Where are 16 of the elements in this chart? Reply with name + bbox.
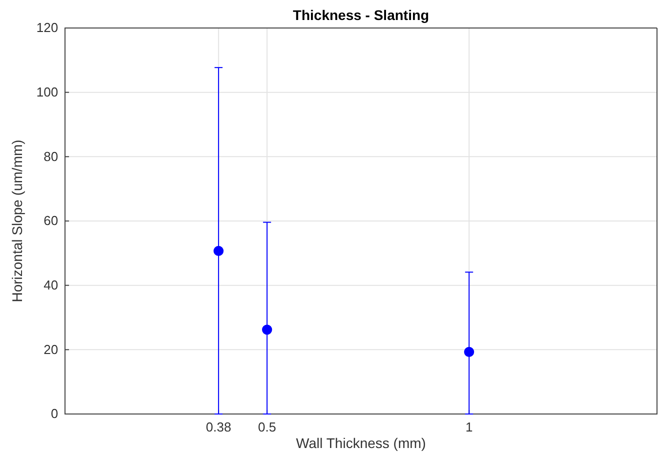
y-tick-label: 80 [44,148,58,164]
y-tick-label: 100 [36,84,58,100]
point [464,346,474,357]
x-tick-label: 1 [465,419,473,434]
y-tick-label: 60 [44,213,58,228]
x-tick-label: 0.38 [206,419,232,434]
chart-title: Thickness - Slanting [292,7,430,23]
y-tick-label: 40 [44,277,58,292]
point [214,246,224,256]
x-tick-label: 0.5 [258,419,276,434]
y-tick-label: 20 [44,342,58,357]
y-tick-label: 120 [36,20,58,36]
y-tick-label: 0 [50,406,58,422]
y-axis-title: Horizontal Slope (um/mm) [9,140,25,302]
x-axis-title: Wall Thickness (mm) [296,435,426,451]
point [262,324,272,335]
